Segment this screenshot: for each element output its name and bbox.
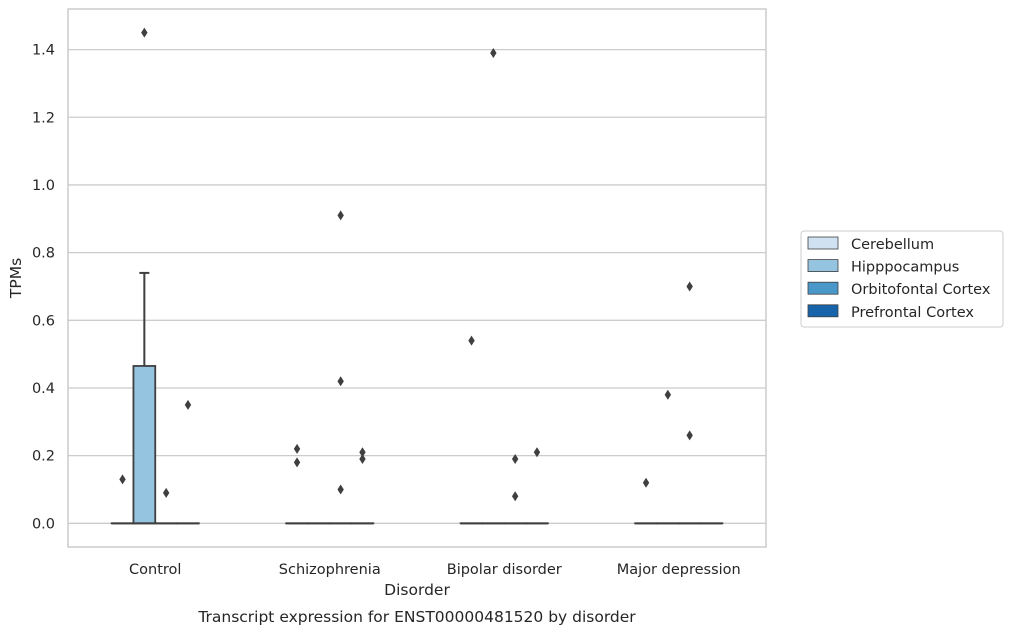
outlier-point [686, 281, 693, 292]
box-3-1 [656, 389, 680, 525]
box-2-1 [481, 47, 506, 525]
legend-label: Cerebellum [851, 237, 934, 253]
box-1-0 [285, 443, 309, 525]
outlier-point [293, 457, 301, 468]
legend-item: Hipppocampus [807, 259, 959, 276]
outlier-point [511, 454, 519, 465]
y-axis-label: TPMs [7, 258, 25, 299]
box-1-2 [328, 210, 353, 525]
outlier-point [337, 484, 344, 495]
x-tick-label: Bipolar disorder [447, 562, 562, 578]
box-0-1 [132, 27, 157, 525]
x-axis-label: Disorder [384, 581, 450, 599]
box-2-0 [459, 335, 484, 525]
x-tick-label: Control [129, 562, 181, 578]
y-tick-label: 0.8 [32, 246, 55, 262]
outlier-point [664, 389, 672, 400]
outlier-point [184, 399, 192, 410]
chart-caption: Transcript expression for ENST0000048152… [197, 608, 636, 626]
x-tick-label: Schizophrenia [279, 562, 381, 578]
legend-swatch [807, 236, 839, 250]
x-tick-label: Major depression [617, 562, 741, 578]
box-body [132, 365, 157, 525]
box-2-2 [503, 454, 527, 525]
box-1-3 [350, 447, 375, 525]
outlier-point [642, 477, 650, 488]
box-2-3 [525, 447, 549, 525]
outlier-point [293, 443, 301, 454]
outlier-point [490, 47, 497, 58]
x-tick-labels: Control Schizophrenia Bipolar disorder Majo… [129, 562, 741, 578]
outlier-point [359, 454, 366, 465]
y-tick-label: 0.4 [32, 381, 55, 397]
boxes [110, 27, 724, 525]
outlier-point [337, 376, 344, 387]
outlier-point [162, 487, 170, 498]
legend-item: Cerebellum [807, 236, 934, 253]
legend-swatch [807, 304, 839, 318]
outlier-point [337, 210, 344, 221]
legend-item: Prefrontal Cortex [807, 304, 974, 321]
legend: Cerebellum Hipppocampus Orbitofontal Corte… [800, 230, 1004, 328]
y-tick-label: 1.2 [32, 110, 55, 126]
y-tick-label: 1.4 [32, 43, 55, 59]
legend-label: Orbitofontal Cortex [851, 282, 991, 298]
outlier-point [359, 447, 366, 458]
outlier-point [141, 27, 148, 38]
y-tick-label: 0.6 [32, 313, 55, 329]
box-0-2 [154, 487, 178, 525]
gridlines [68, 48, 766, 524]
outlier-point [468, 335, 475, 346]
legend-item: Orbitofontal Cortex [807, 281, 991, 298]
y-tick-label: 0.0 [32, 516, 55, 532]
legend-frame [800, 230, 1004, 328]
box-3-2 [677, 281, 702, 525]
outlier-point [119, 474, 126, 485]
y-tick-label: 1.0 [32, 178, 55, 194]
legend-label: Hipppocampus [851, 260, 959, 276]
legend-swatch [807, 259, 839, 273]
legend-label: Prefrontal Cortex [851, 305, 974, 321]
y-tick-label: 0.2 [32, 449, 55, 465]
outlier-point [511, 491, 519, 502]
box-0-0 [110, 474, 135, 525]
legend-swatch [807, 281, 839, 295]
plot-frame [67, 8, 767, 548]
box-0-3 [176, 399, 200, 525]
outlier-point [533, 447, 541, 458]
box-3-0 [634, 477, 658, 525]
outlier-point [686, 430, 693, 441]
y-tick-labels: 0.0 0.2 0.4 0.6 0.8 1.0 1.2 1.4 [32, 43, 55, 533]
